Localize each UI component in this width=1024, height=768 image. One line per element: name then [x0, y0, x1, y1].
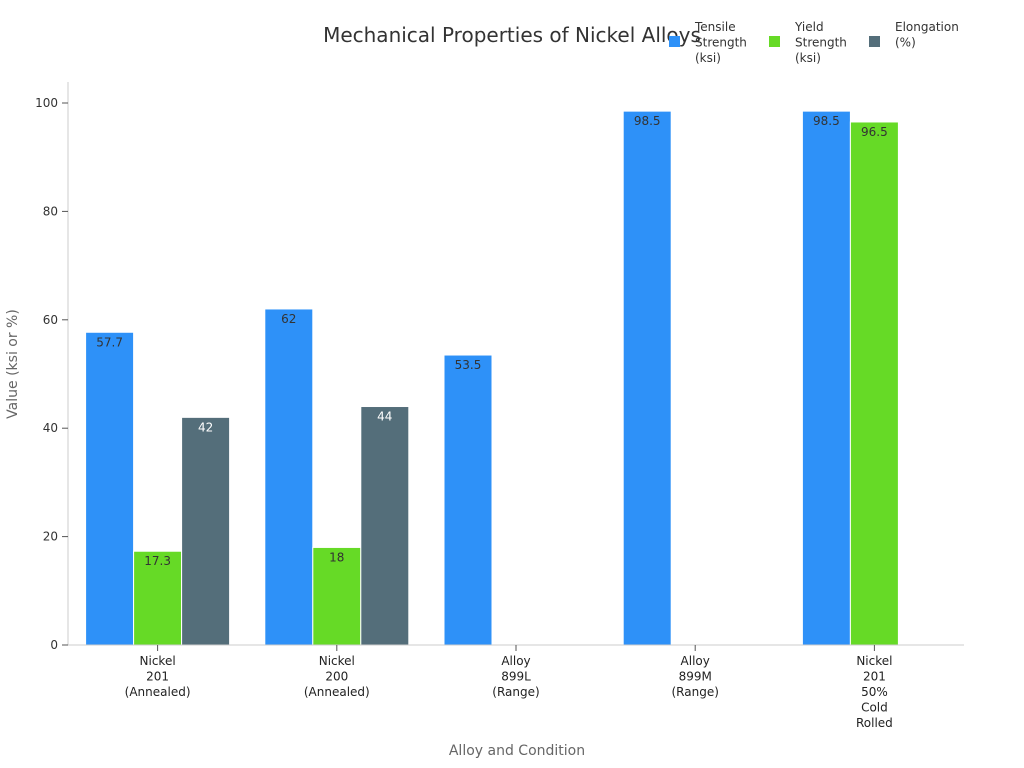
y-tick-label: 20	[43, 530, 58, 544]
y-tick-label: 40	[43, 421, 58, 435]
bar-label-group: 57.7 17.3 42 62 18 44 53.5 98.5 98.5 96.5	[96, 114, 888, 568]
y-tick-label: 60	[43, 313, 58, 327]
x-tick-label: Nickel 200 (Annealed)	[304, 654, 370, 699]
y-tick-label: 100	[35, 96, 58, 110]
bar-value-label: 98.5	[813, 114, 840, 128]
legend-label: Tensile Strength (ksi)	[694, 20, 747, 65]
bar-group	[85, 110, 899, 646]
legend-swatch	[769, 36, 780, 47]
y-axis-title: Value (ksi or %)	[5, 309, 21, 419]
bar	[133, 550, 183, 646]
bar-value-label: 17.3	[144, 554, 171, 568]
x-tick-label: Alloy 899L (Range)	[492, 654, 539, 699]
bar	[264, 308, 314, 646]
chart-title: Mechanical Properties of Nickel Alloys	[323, 23, 701, 47]
bar-value-label: 42	[198, 420, 213, 434]
x-tick-label: Nickel 201 50% Cold Rolled	[856, 654, 893, 730]
chart-legend: Tensile Strength (ksi) Yield Strength (ksi) El…	[669, 20, 959, 65]
bar-value-label: 57.7	[96, 335, 123, 349]
y-tick-label: 0	[50, 638, 58, 652]
bar	[849, 121, 899, 646]
bar-value-label: 96.5	[861, 125, 888, 139]
legend-label: Elongation (%)	[895, 20, 959, 50]
bar-value-label: 18	[329, 550, 344, 564]
bar	[443, 354, 493, 646]
bar	[85, 331, 135, 646]
bar	[360, 406, 410, 646]
bar	[181, 416, 231, 646]
x-tick-label: Alloy 899M (Range)	[671, 654, 718, 699]
x-tick-label: Nickel 201 (Annealed)	[125, 654, 191, 699]
y-tick-label: 80	[43, 204, 58, 218]
bar	[312, 546, 362, 646]
legend-swatch	[869, 36, 880, 47]
y-axis: 0 20 40 60 80 100	[35, 82, 69, 652]
legend-label: Yield Strength (ksi)	[794, 20, 847, 65]
bar-value-label: 44	[377, 410, 392, 424]
legend-swatch	[669, 36, 680, 47]
bar-value-label: 53.5	[455, 358, 482, 372]
bar-value-label: 62	[281, 312, 296, 326]
x-axis-title: Alloy and Condition	[449, 743, 585, 759]
bar	[801, 110, 851, 646]
bar	[622, 110, 672, 646]
bar-value-label: 98.5	[634, 114, 661, 128]
x-axis: Nickel 201 (Annealed) Nickel 200 (Annealed) Al…	[68, 644, 964, 730]
